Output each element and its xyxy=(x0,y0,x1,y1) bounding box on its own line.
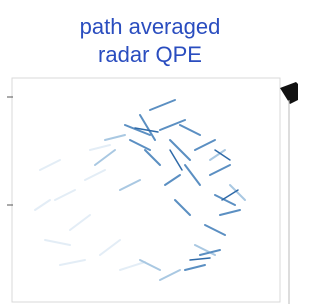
title-line: radar QPE xyxy=(98,42,202,67)
page: {"title": {"lines": ["path averaged", "r… xyxy=(0,0,298,304)
figure-panel: path averaged radar QPE xyxy=(0,0,298,304)
title-line: path averaged xyxy=(80,14,221,39)
map-frame xyxy=(12,78,280,302)
